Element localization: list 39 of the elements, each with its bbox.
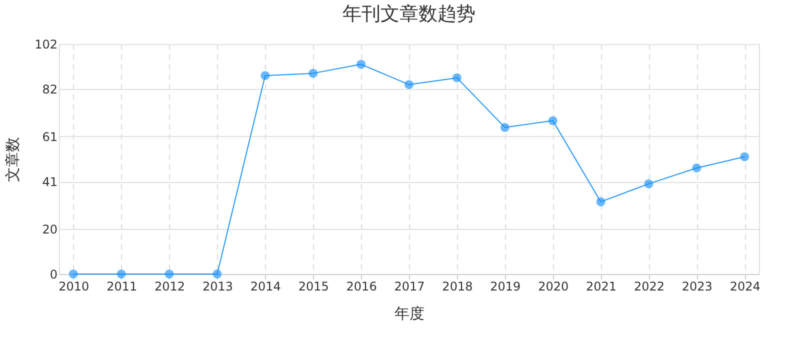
x-tick-label: 2011 [106, 280, 138, 294]
x-tick-label: 2018 [442, 280, 473, 294]
point [452, 73, 462, 82]
point [500, 122, 510, 132]
y-tick-label: 61 [42, 130, 58, 144]
x-tick-label: 2021 [586, 280, 617, 294]
x-tick-label: 2017 [394, 280, 425, 294]
chart-title: 年刊文章数趋势 [342, 3, 476, 25]
point [740, 152, 750, 162]
x-tick-label: 2010 [58, 280, 90, 294]
point [116, 270, 126, 278]
x-tick-label: 2015 [298, 280, 329, 294]
x-tick-label: 2012 [154, 280, 186, 294]
x-tick-label: 2014 [250, 280, 281, 294]
y-tick-label: 82 [42, 82, 58, 97]
point [596, 197, 606, 206]
x-tick-label: 2022 [634, 280, 664, 294]
point [644, 179, 654, 188]
x-tick-label: 2016 [346, 280, 377, 294]
point [308, 68, 318, 78]
y-tick-label: 41 [42, 175, 58, 190]
x-tick-label: 2013 [202, 280, 233, 294]
point [68, 270, 78, 278]
x-tick-label: 2024 [730, 280, 760, 294]
y-tick-label: 102 [34, 38, 58, 52]
point [212, 270, 222, 278]
y-axis-title: 文章数 [4, 137, 22, 182]
x-tick-label: 2023 [682, 280, 712, 294]
y-tick-label: 20 [42, 222, 58, 236]
x-axis-title: 年度 [394, 304, 424, 322]
x-tick-label: 2020 [538, 280, 569, 294]
point [260, 71, 270, 80]
point [164, 270, 174, 278]
x-tick-label: 2019 [490, 280, 521, 294]
point [404, 80, 414, 90]
point [692, 164, 702, 172]
point [548, 116, 558, 126]
y-tick-label: 0 [50, 268, 58, 282]
point [356, 60, 366, 69]
